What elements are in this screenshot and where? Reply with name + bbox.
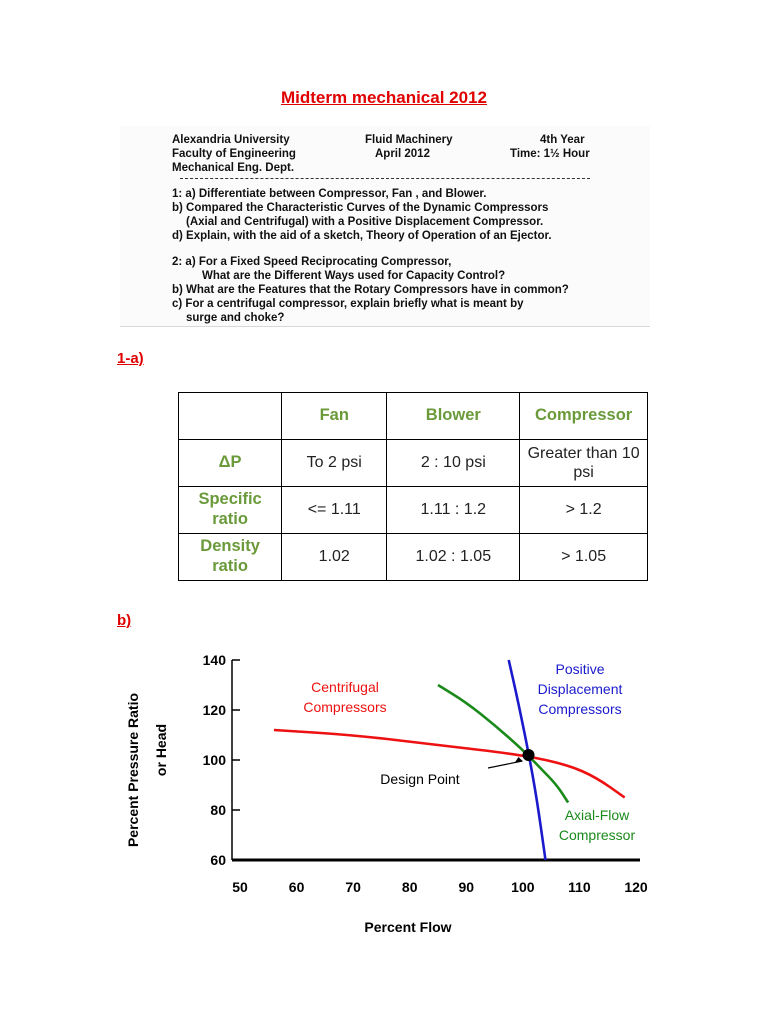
series-label-1: Axial-Flow Compressor	[559, 807, 636, 843]
y-tick-label: 80	[210, 802, 226, 818]
compressor-characteristic-chart: 50 60 70 80 90 100 110 120 60 80 100 120 140 Percent …	[0, 640, 768, 950]
question-line: surge and choke?	[186, 312, 285, 324]
course-name: Fluid Machinery	[365, 134, 453, 146]
table-cell: Greater than 10 psi	[519, 439, 648, 487]
university-name: Alexandria University	[172, 134, 290, 146]
x-tick-label: 100	[511, 879, 535, 895]
series-label-2: Positive Displacement Compressors	[538, 661, 623, 717]
design-point-arrowhead	[514, 757, 523, 763]
question-line: d) Explain, with the aid of a sketch, Th…	[172, 230, 552, 242]
table-cell: > 1.2	[519, 486, 648, 534]
table-cell: > 1.05	[519, 533, 648, 581]
row-label-delta-p: ΔP	[177, 439, 283, 487]
x-tick-label: 50	[232, 879, 248, 895]
row-label-specific-ratio: Specific ratio	[177, 486, 283, 534]
question-line: What are the Different Ways used for Cap…	[202, 270, 506, 282]
question-line: b) What are the Features that the Rotary…	[172, 284, 569, 296]
x-tick-label: 80	[402, 879, 418, 895]
question-line: b) Compared the Characteristic Curves of…	[172, 202, 549, 214]
separator-dashes	[180, 178, 590, 179]
series-label-0: Centrifugal Compressors	[303, 679, 386, 715]
department-name: Mechanical Eng. Dept.	[172, 162, 295, 174]
y-tick-label: 60	[210, 852, 226, 868]
table-cell: 1.02	[281, 533, 388, 581]
y-tick-label: 100	[203, 752, 227, 768]
design-point-label: Design Point	[380, 771, 459, 787]
faculty-name: Faculty of Engineering	[172, 148, 296, 160]
series-line-2	[507, 659, 547, 861]
table-cell: 2 : 10 psi	[386, 439, 521, 487]
question-line: 2: a) For a Fixed Speed Reciprocating Co…	[172, 256, 452, 268]
section-label-b: b)	[117, 612, 132, 629]
x-tick-label: 70	[345, 879, 361, 895]
chart-svg: 50 60 70 80 90 100 110 120 60 80 100 120 140 Percent …	[125, 652, 648, 935]
x-tick-label: 120	[624, 879, 648, 895]
section-label-1a: 1-a)	[117, 350, 144, 367]
table-cell: 1.11 : 1.2	[386, 486, 521, 534]
table-header-row: Fan Blower Compressor	[177, 392, 648, 440]
comparison-table: Fan Blower Compressor ΔP To 2 psi 2 : 10…	[177, 392, 648, 581]
exam-year: 4th Year	[540, 134, 585, 146]
column-header-compressor: Compressor	[519, 392, 648, 440]
x-tick-label: 90	[458, 879, 474, 895]
y-axis-label-cont: or Head	[153, 724, 169, 776]
design-point-marker	[522, 749, 535, 761]
table-cell: 1.02 : 1.05	[386, 533, 521, 581]
column-header-fan: Fan	[281, 392, 388, 440]
question-line: (Axial and Centrifugal) with a Positive …	[186, 216, 544, 228]
table-row: Density ratio 1.02 1.02 : 1.05 > 1.05	[177, 533, 648, 581]
series-line-0	[273, 728, 626, 799]
table-cell: <= 1.11	[281, 486, 388, 534]
x-tick-label: 110	[568, 879, 591, 895]
y-axis-label: Percent Pressure Ratio	[125, 693, 141, 847]
y-tick-label: 140	[203, 652, 227, 668]
exam-scan: Alexandria University Faculty of Enginee…	[120, 126, 650, 327]
row-label-density-ratio: Density ratio	[177, 533, 283, 581]
column-header-blower: Blower	[386, 392, 521, 440]
exam-date: April 2012	[375, 148, 430, 160]
series-line-1	[437, 683, 570, 804]
question-line: c) For a centrifugal compressor, explain…	[172, 298, 524, 310]
exam-time: Time: 1½ Hour	[510, 148, 590, 160]
table-corner-cell	[177, 392, 283, 440]
x-axis-label: Percent Flow	[364, 919, 451, 935]
table-row: Specific ratio <= 1.11 1.11 : 1.2 > 1.2	[177, 486, 648, 534]
question-line: 1: a) Differentiate between Compressor, …	[172, 188, 487, 200]
page-title: Midterm mechanical 2012	[281, 88, 487, 107]
table-row: ΔP To 2 psi 2 : 10 psi Greater than 10 p…	[177, 439, 648, 487]
y-tick-label: 120	[203, 702, 227, 718]
table-cell: To 2 psi	[281, 439, 388, 487]
x-tick-label: 60	[289, 879, 305, 895]
